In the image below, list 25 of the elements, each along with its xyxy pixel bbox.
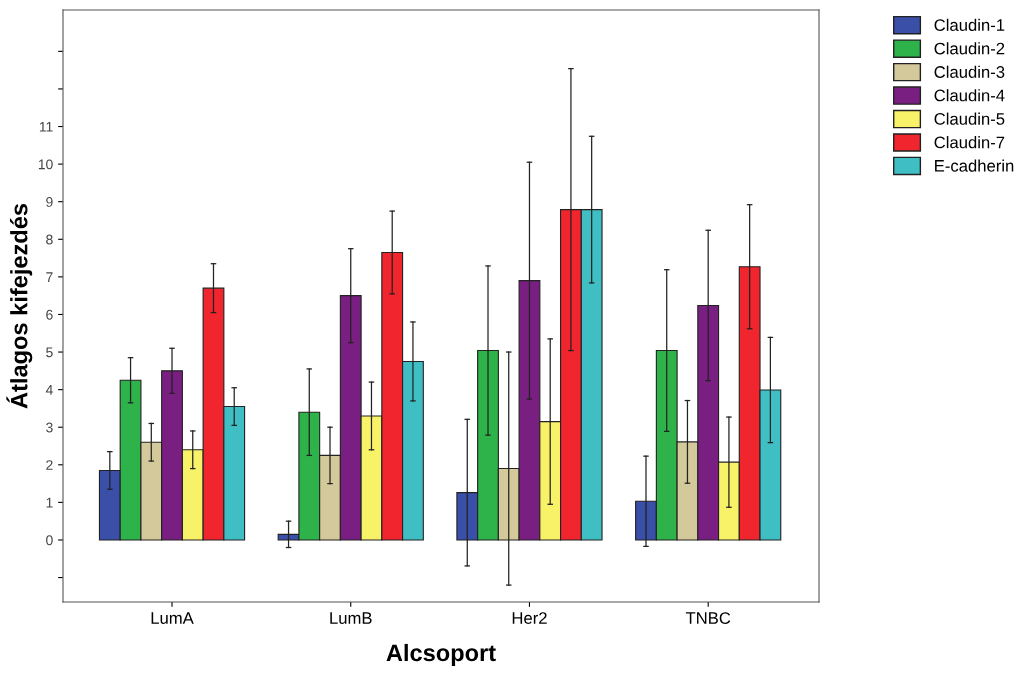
x-tick-label: LumB bbox=[330, 612, 372, 624]
x-tick-label: TNBC bbox=[685, 612, 731, 624]
y-tick-label: 7 bbox=[46, 272, 53, 282]
y-tick-label: 3 bbox=[46, 422, 53, 433]
legend-label: Claudin-2 bbox=[934, 42, 1005, 55]
y-axis-title: Átlagos kifejezdés bbox=[6, 203, 33, 409]
y-tick-label: 4 bbox=[45, 385, 53, 395]
y-tick-label: 11 bbox=[39, 122, 53, 132]
legend-label: Claudin-3 bbox=[934, 65, 1005, 78]
legend-label: E-cadherin bbox=[935, 159, 1014, 172]
x-tick-label: Her2 bbox=[512, 612, 547, 624]
legend-label: Claudin-7 bbox=[934, 136, 1005, 149]
y-tick-label: 0 bbox=[46, 535, 53, 546]
y-tick-label: 9 bbox=[46, 197, 53, 207]
y-tick-label: 5 bbox=[46, 347, 53, 358]
y-tick-label: 2 bbox=[46, 460, 53, 470]
y-tick-label: 8 bbox=[46, 234, 53, 245]
legend-label: Claudin-4 bbox=[934, 89, 1005, 102]
legend-label: Claudin-5 bbox=[934, 112, 1005, 125]
y-tick-label: 6 bbox=[46, 309, 53, 320]
y-tick-label: 1 bbox=[46, 497, 53, 508]
x-axis-title: Alcsoport bbox=[386, 643, 496, 666]
legend-label: Claudin-1 bbox=[934, 18, 1005, 31]
x-tick-label: LumA bbox=[151, 612, 194, 624]
y-tick-label: 10 bbox=[38, 159, 53, 170]
